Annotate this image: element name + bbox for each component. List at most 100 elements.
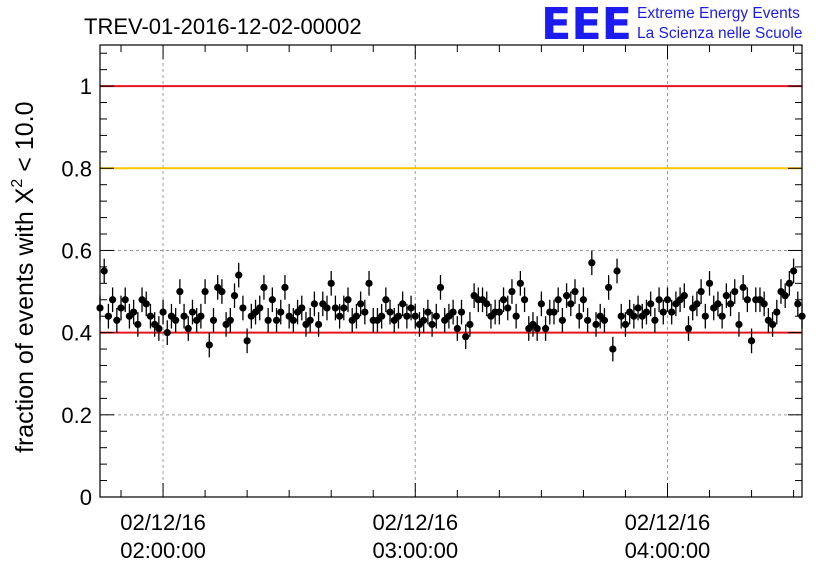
y-axis-label-suffix: < 10.0 (11, 102, 39, 179)
point-marker (575, 312, 583, 320)
point-marker (520, 296, 529, 304)
data-point (109, 287, 117, 313)
y-tick-label: 0.6 (61, 238, 92, 263)
point-marker (235, 271, 243, 279)
data-point (541, 316, 550, 341)
x-tick-time: 03:00:00 (372, 538, 458, 563)
point-marker (306, 316, 314, 324)
point-marker (499, 296, 508, 304)
point-marker (226, 316, 234, 324)
data-point (134, 312, 142, 337)
point-marker (722, 292, 730, 300)
data-point (155, 316, 163, 341)
point-marker (344, 296, 352, 304)
data-point (655, 287, 663, 313)
data-point (336, 303, 344, 329)
point-marker (256, 304, 264, 312)
point-marker (651, 316, 659, 324)
data-point (209, 307, 218, 333)
data-point (676, 287, 684, 313)
y-axis-label-superscript: 2 (9, 179, 26, 188)
data-point (176, 279, 184, 304)
data-point (285, 303, 293, 329)
reference-lines (100, 85, 802, 334)
data-point (525, 316, 533, 341)
y-tick-label: 0.8 (61, 156, 92, 181)
data-point (281, 275, 289, 300)
point-marker (483, 300, 491, 308)
data-point (592, 312, 600, 337)
data-point (357, 291, 365, 317)
x-tick-time: 02:00:00 (120, 538, 206, 563)
data-point (684, 316, 693, 341)
point-marker (184, 324, 192, 333)
point-marker (163, 329, 171, 337)
y-axis-label: fraction of events with X2 < 10.0 (9, 102, 39, 453)
point-marker (739, 283, 747, 292)
point-marker (272, 316, 281, 324)
point-marker (361, 308, 369, 316)
point-marker (634, 304, 642, 312)
point-marker (533, 324, 541, 333)
point-marker (680, 292, 688, 300)
x-tick-date: 02/12/16 (625, 510, 711, 535)
point-marker (407, 304, 415, 312)
point-marker (264, 316, 272, 324)
y-tick-label: 0.2 (61, 403, 92, 428)
data-point (260, 275, 268, 300)
data-point (394, 303, 403, 329)
point-marker (243, 337, 251, 345)
point-marker (768, 320, 777, 329)
data-point (651, 307, 659, 333)
data-point (600, 307, 609, 333)
data-point (432, 303, 440, 329)
point-marker (697, 287, 705, 296)
data-point (310, 291, 318, 317)
point-marker (731, 287, 739, 296)
axes: 0 0.2 0.4 0.6 0.8 1 02/12/16 02:00:00 02/12/16 03… (61, 45, 802, 563)
point-marker (512, 312, 520, 320)
x-tick-time: 04:00:00 (625, 538, 711, 563)
point-marker (403, 312, 411, 320)
data-point (659, 299, 667, 325)
data-point (289, 307, 297, 333)
y-tick-label: 1 (80, 74, 92, 99)
data-point (264, 307, 272, 333)
data-point (340, 295, 348, 321)
data-point (533, 316, 541, 341)
point-marker (605, 283, 613, 292)
data-point (605, 275, 613, 300)
point-marker (735, 320, 743, 329)
data-point (747, 328, 756, 354)
y-axis-label-symbol: X (11, 187, 39, 204)
point-marker (760, 300, 768, 308)
y-tick-label: 0.4 (61, 321, 92, 346)
data-point (386, 299, 394, 325)
data-point (146, 303, 155, 329)
point-marker (386, 308, 394, 316)
data-point (731, 279, 739, 304)
point-marker (352, 312, 361, 320)
data-point (436, 275, 445, 300)
logo-line-2: La Scienza nelle Scuole (637, 25, 802, 42)
data-point (462, 324, 470, 350)
data-point (344, 287, 352, 313)
point-marker (331, 304, 340, 312)
point-marker (428, 320, 436, 329)
point-marker (378, 312, 386, 320)
data-point (508, 279, 516, 304)
point-marker (327, 279, 335, 287)
data-point (470, 283, 478, 308)
data-point (298, 295, 306, 321)
point-marker (180, 312, 188, 320)
data-point (218, 279, 226, 304)
point-marker (609, 345, 617, 353)
point-marker (743, 296, 751, 304)
data-point (735, 312, 743, 337)
data-point (668, 299, 676, 325)
point-marker (155, 324, 163, 333)
data-point (773, 299, 781, 325)
point-marker (794, 300, 802, 308)
data-point (226, 307, 234, 333)
data-point (626, 299, 634, 325)
